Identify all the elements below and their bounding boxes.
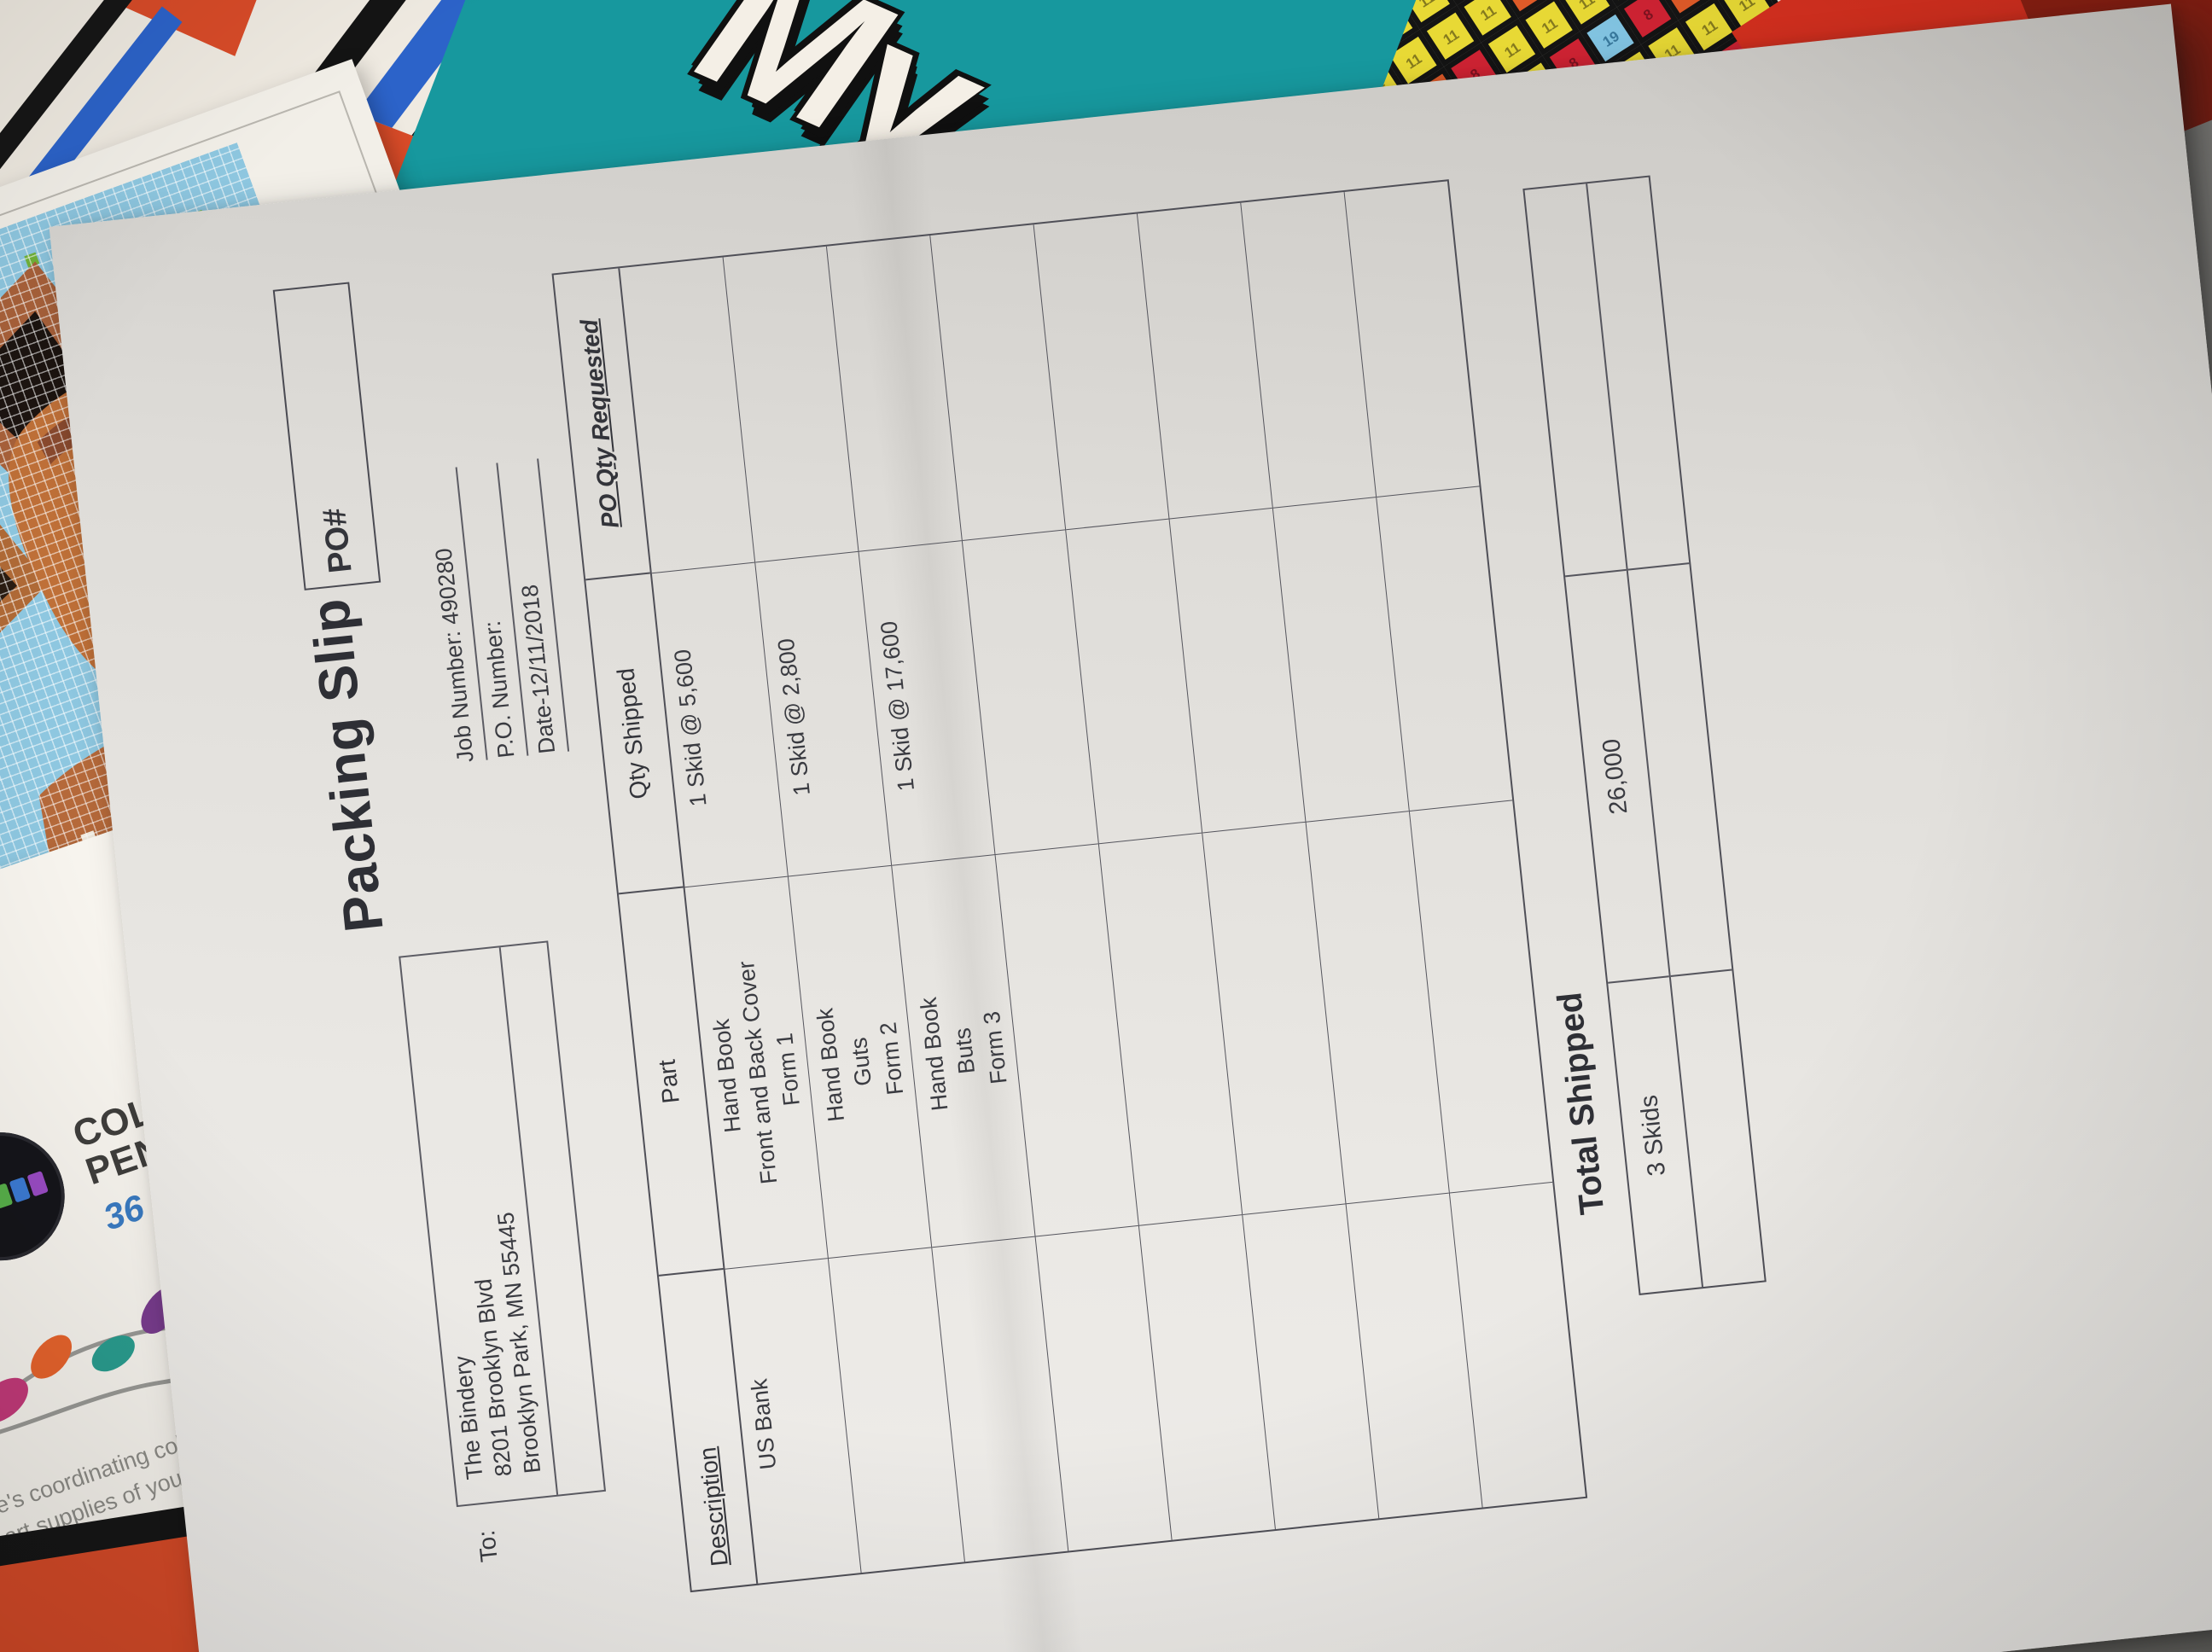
mosaic-cell (1678, 0, 1740, 58)
total-shipped-table: 3 Skids 26,000 (1522, 175, 1767, 1295)
po-label: PO# (316, 506, 359, 575)
ship-to-box: The Bindery 8201 Brooklyn Blvd Brooklyn … (399, 940, 607, 1508)
mosaic-cell (1580, 7, 1642, 69)
logo-mark (9, 1177, 32, 1203)
po-number-box: PO# (272, 282, 381, 590)
mosaic-cell (1382, 29, 1444, 91)
page-title: Packing Slip (299, 595, 395, 935)
items-rows: US Bank Hand Book Front and Back Cover Form… (620, 181, 1586, 1584)
mosaic-cell (1481, 18, 1543, 80)
job-info-block: Job Number: 490280 P.O. Number: Date-12/… (416, 458, 570, 765)
mosaic-cell (1419, 5, 1481, 67)
packing-slip-paper: Packing Slip PO# Job Number: 490280 P.O.… (49, 3, 2212, 1652)
logo-mark (26, 1170, 49, 1197)
pencil-count: 36 (98, 1186, 149, 1238)
items-table: Description Part Qty Shipped PO Qty Requ… (551, 179, 1588, 1593)
mosaic-cell (1518, 0, 1580, 56)
mosaic-cell (1616, 0, 1679, 45)
to-label: To: (473, 1528, 503, 1564)
mosaic-cell (1555, 0, 1617, 32)
mosaic-cell (1457, 0, 1519, 43)
total-shipped-label: Total Shipped (1551, 990, 1612, 1217)
mosaic-cell (1493, 0, 1556, 19)
mosaic-cell (1654, 0, 1716, 20)
